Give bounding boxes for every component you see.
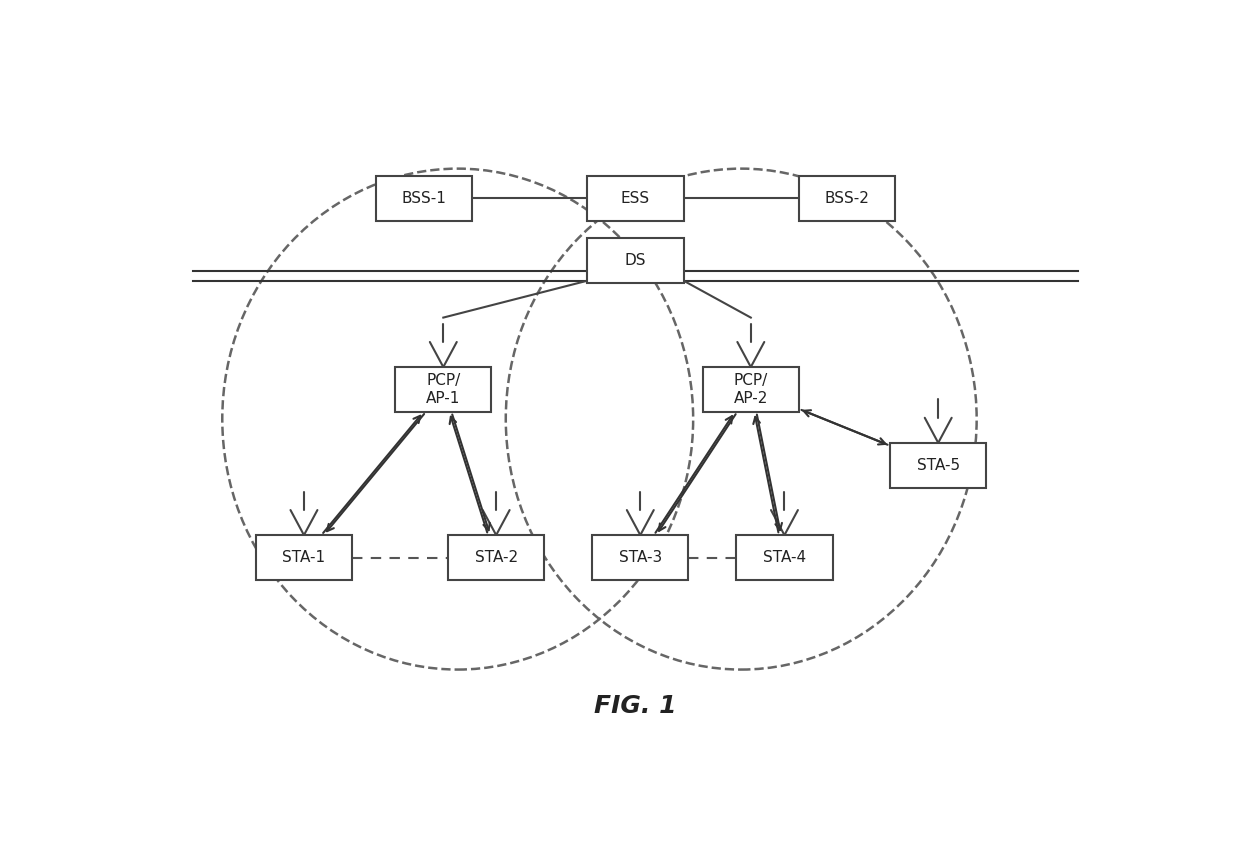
Text: DS: DS (625, 253, 646, 269)
Text: BSS-2: BSS-2 (825, 191, 869, 205)
FancyBboxPatch shape (255, 535, 352, 580)
Text: PCP/
AP-1: PCP/ AP-1 (427, 373, 460, 406)
Text: STA-4: STA-4 (763, 550, 806, 565)
FancyBboxPatch shape (703, 367, 799, 412)
FancyBboxPatch shape (376, 175, 472, 221)
Text: STA-3: STA-3 (619, 550, 662, 565)
Text: STA-1: STA-1 (283, 550, 326, 565)
Text: STA-5: STA-5 (916, 458, 960, 473)
FancyBboxPatch shape (737, 535, 832, 580)
Text: BSS-1: BSS-1 (402, 191, 446, 205)
FancyBboxPatch shape (799, 175, 895, 221)
FancyBboxPatch shape (890, 443, 986, 488)
Text: FIG. 1: FIG. 1 (594, 694, 677, 718)
FancyBboxPatch shape (396, 367, 491, 412)
FancyBboxPatch shape (448, 535, 544, 580)
Text: ESS: ESS (621, 191, 650, 205)
Text: PCP/
AP-2: PCP/ AP-2 (734, 373, 768, 406)
FancyBboxPatch shape (588, 239, 683, 283)
Text: STA-2: STA-2 (475, 550, 518, 565)
FancyBboxPatch shape (593, 535, 688, 580)
FancyBboxPatch shape (588, 175, 683, 221)
